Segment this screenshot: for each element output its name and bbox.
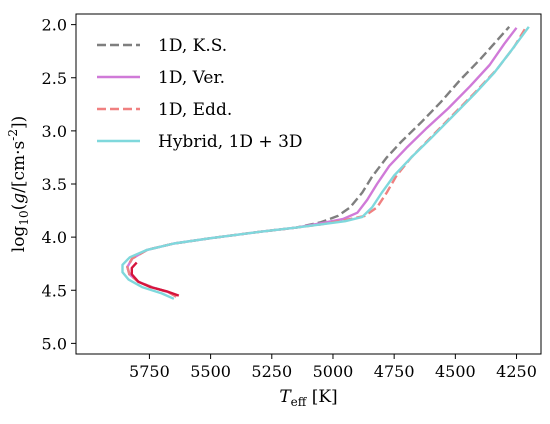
- x-tick-label-0: 5750: [129, 362, 170, 381]
- x-tick-label-6: 4250: [496, 362, 537, 381]
- y-tick-label-6: 5.0: [42, 334, 67, 353]
- y-tick-label-0: 2.0: [42, 16, 67, 35]
- y-tick-label-1: 2.5: [42, 69, 67, 88]
- legend-label-1: 1D, Ver.: [158, 68, 225, 88]
- highlight-segment: [130, 261, 180, 297]
- y-tick-label-5: 4.5: [42, 281, 67, 300]
- x-tick-label-3: 5000: [313, 362, 354, 381]
- x-tick-label-2: 5250: [251, 362, 292, 381]
- x-tick-label-1: 5500: [190, 362, 231, 381]
- y-tick-label-2: 3.0: [42, 122, 67, 141]
- x-axis-label: Teff [K]: [279, 387, 337, 409]
- x-tick-label-5: 4500: [435, 362, 476, 381]
- y-tick-label-4: 4.0: [42, 228, 67, 247]
- y-axis-label: log10(g/[cm·s-2]): [6, 116, 31, 252]
- legend-label-3: Hybrid, 1D + 3D: [158, 132, 303, 152]
- y-tick-label-3: 3.5: [42, 175, 67, 194]
- series-line-3: [121, 26, 530, 300]
- plot-frame: [75, 13, 542, 355]
- legend-label-0: 1D, K.S.: [158, 36, 227, 56]
- legend-label-2: 1D, Edd.: [158, 100, 232, 120]
- x-tick-label-4: 4750: [374, 362, 415, 381]
